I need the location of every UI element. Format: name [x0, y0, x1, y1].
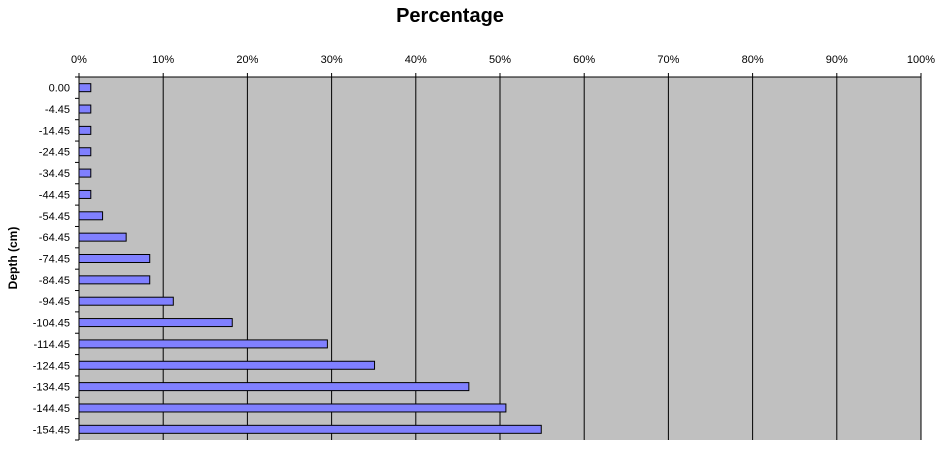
- bar: [78, 403, 507, 413]
- y-tick-label: -84.45: [39, 275, 70, 287]
- y-tick-label: -54.45: [39, 211, 70, 223]
- y-tick-label: -124.45: [33, 360, 70, 372]
- bar: [78, 424, 542, 434]
- bar: [78, 382, 470, 392]
- y-tick-label: -14.45: [39, 125, 70, 137]
- x-tick-label: 100%: [907, 54, 935, 66]
- y-tick-label: -64.45: [39, 232, 70, 244]
- y-tick-label: -104.45: [33, 318, 70, 330]
- x-tick-label: 90%: [826, 54, 848, 66]
- x-tick-label: 20%: [236, 54, 258, 66]
- y-tick-label: -94.45: [39, 296, 70, 308]
- bar: [78, 232, 127, 242]
- x-axis-ticks: 0% 10% 20% 30% 40% 50% 60% 70% 80% 90% 100%: [71, 54, 935, 77]
- bar: [78, 360, 376, 370]
- x-tick-label: 30%: [321, 54, 343, 66]
- x-tick-label: 50%: [489, 54, 511, 66]
- bar: [78, 296, 174, 306]
- y-tick-label: -4.45: [45, 104, 70, 116]
- y-tick-label: -134.45: [33, 382, 70, 394]
- y-tick-label: -114.45: [34, 339, 71, 351]
- bar: [78, 189, 92, 199]
- bar: [78, 83, 92, 93]
- bar: [78, 168, 92, 178]
- bar: [78, 211, 104, 221]
- bar: [78, 275, 151, 285]
- x-tick-label: 10%: [152, 54, 174, 66]
- y-tick-label: -44.45: [39, 189, 70, 201]
- chart-title: Percentage: [396, 5, 504, 27]
- x-tick-label: 70%: [657, 54, 679, 66]
- y-axis-label: Depth (cm): [6, 227, 20, 290]
- bar: [78, 147, 92, 157]
- y-tick-label: -74.45: [39, 254, 70, 266]
- x-tick-label: 40%: [405, 54, 427, 66]
- bar: [78, 125, 92, 135]
- y-tick-label: -34.45: [39, 168, 70, 180]
- bars: [78, 83, 542, 434]
- x-tick-label: 0%: [71, 54, 87, 66]
- bar: [78, 339, 328, 349]
- bar: [78, 104, 92, 114]
- y-axis-ticks: 0.00 -4.45 -14.45 -24.45 -34.45 -44.45 -54.45 -…: [33, 76, 79, 441]
- x-tick-label: 60%: [573, 54, 595, 66]
- y-tick-label: -144.45: [33, 403, 70, 415]
- gridlines: [162, 77, 922, 440]
- y-tick-label: -24.45: [39, 147, 70, 159]
- y-tick-label: 0.00: [49, 83, 70, 95]
- y-tick-label: -154.45: [33, 424, 70, 436]
- bar: [78, 254, 151, 263]
- bar: [78, 318, 233, 328]
- x-tick-label: 80%: [742, 54, 764, 66]
